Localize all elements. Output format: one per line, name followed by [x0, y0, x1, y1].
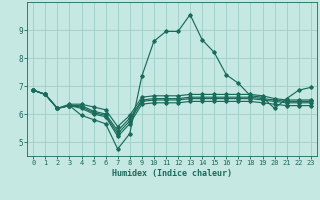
X-axis label: Humidex (Indice chaleur): Humidex (Indice chaleur): [112, 169, 232, 178]
